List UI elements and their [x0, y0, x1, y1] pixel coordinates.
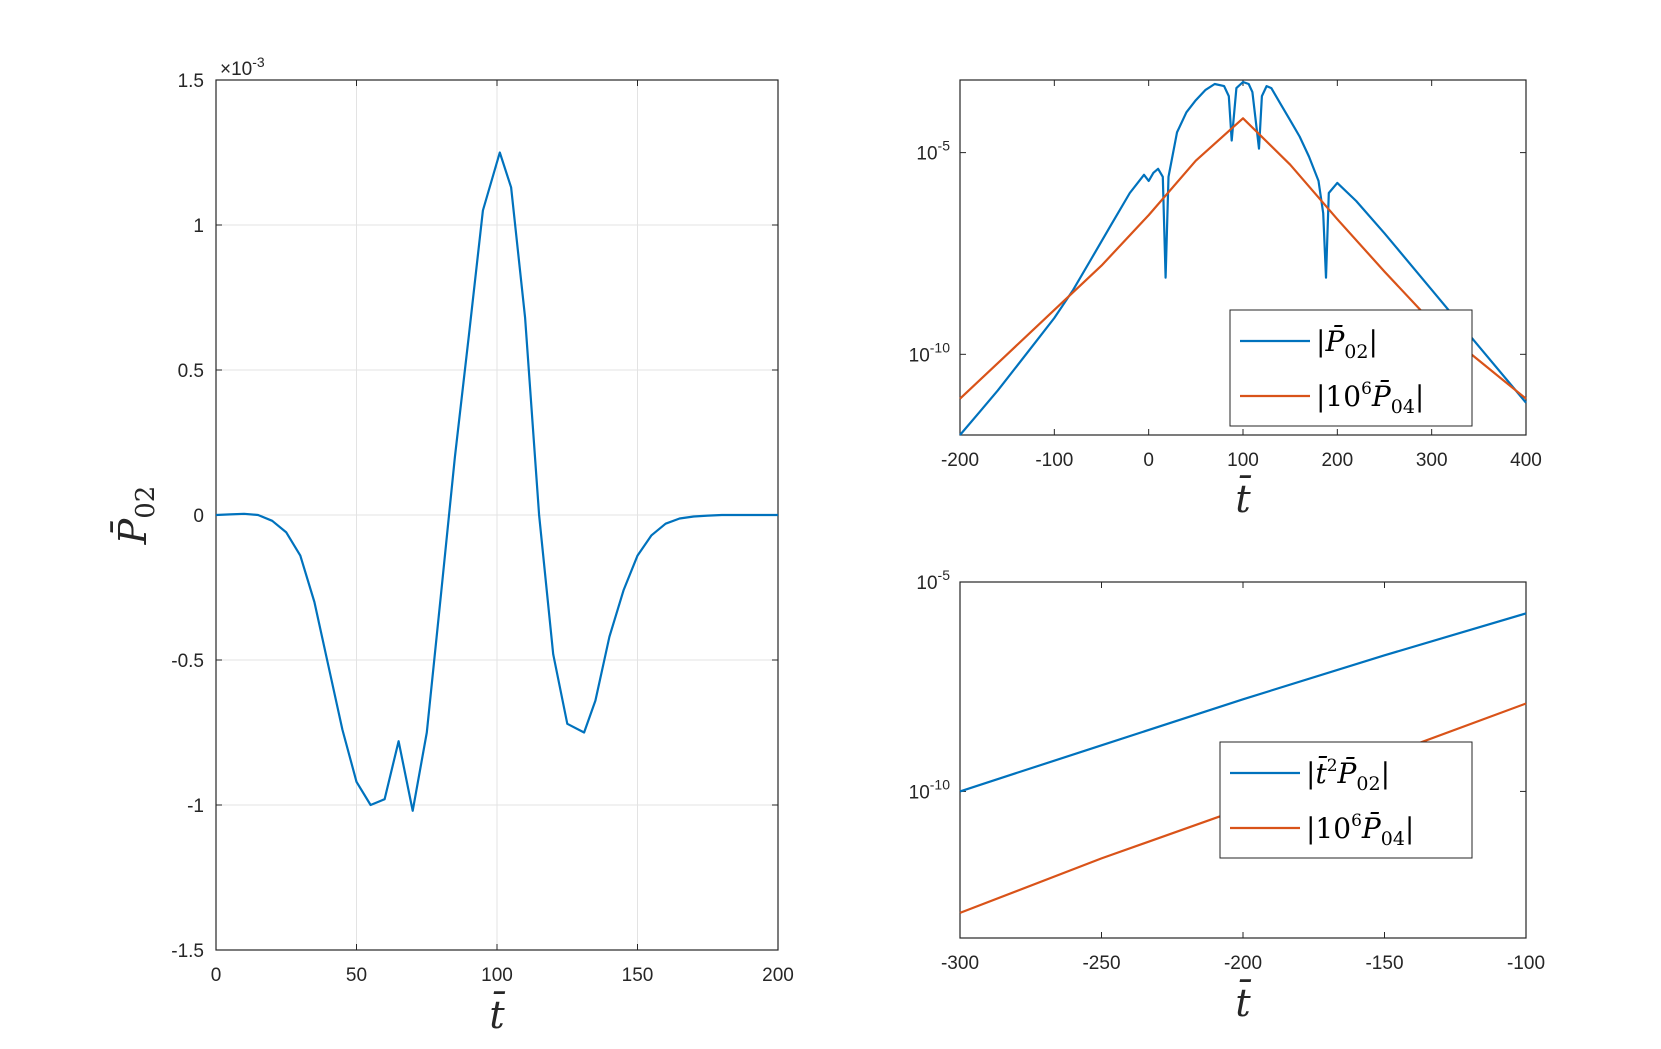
top-right-series-line-1	[959, 80, 1527, 436]
left-series	[215, 151, 778, 812]
top-right-x-tick-label: 400	[1510, 450, 1542, 471]
left-y-tick-label: 0.5	[178, 361, 204, 382]
left-grid	[215, 79, 779, 951]
bottom-right-legend-entry-2: |106P̄04|	[1306, 811, 1414, 850]
top-right-x-tick-label: 300	[1416, 450, 1448, 471]
bottom-right-y-tick-label: 10-5	[916, 567, 950, 594]
bottom-right-x-axis-label: t̄	[1235, 980, 1252, 1025]
bottom-right-x-tick-label: -300	[941, 953, 979, 974]
top-right-chart: -200 -100 0 100 200 300 400 10-5 10-10 |P̄02| |1…	[909, 79, 1542, 521]
left-y-tick-label: -1	[187, 796, 204, 817]
left-x-tick-label: 150	[622, 965, 654, 986]
bottom-right-y-tick-label: 10-10	[909, 776, 951, 803]
left-x-tick-label: 200	[762, 965, 794, 986]
top-right-y-tick-labels: 10-5 10-10	[909, 138, 951, 367]
left-y-tick-label: 1.5	[178, 71, 204, 92]
bottom-right-x-tick-label: -150	[1365, 953, 1403, 974]
left-x-tick-label: 0	[211, 965, 222, 986]
left-y-tick-labels: -1.5 -1 -0.5 0 0.5 1 1.5	[171, 71, 204, 962]
left-series-line-1	[215, 151, 778, 812]
bottom-right-x-tick-labels: -300 -250 -200 -150 -100	[941, 953, 1545, 974]
bottom-right-x-tick-label: -100	[1507, 953, 1545, 974]
bottom-right-tick-marks	[959, 581, 1527, 938]
left-x-tick-labels: 0 50 100 150 200	[211, 965, 794, 986]
left-y-tick-label: -1.5	[171, 941, 204, 962]
bottom-right-y-tick-labels: 10-5 10-10	[909, 567, 951, 803]
left-y-axis-label: P̄02	[111, 486, 161, 546]
bottom-right-x-tick-label: -250	[1082, 953, 1120, 974]
top-right-legend-box	[1229, 309, 1473, 427]
top-right-y-tick-label: 10-10	[909, 339, 951, 366]
bottom-right-legend-box	[1219, 741, 1473, 859]
bottom-right-legend-entry-1: |t̄2P̄02|	[1306, 755, 1390, 795]
top-right-y-tick-label: 10-5	[916, 138, 950, 165]
left-x-tick-label: 50	[346, 965, 367, 986]
left-y-tick-label: 0	[193, 506, 204, 527]
left-y-multiplier: ×10-3	[220, 54, 265, 80]
top-right-legend: |P̄02| |106P̄04|	[1229, 309, 1473, 427]
left-y-tick-label: -0.5	[171, 651, 204, 672]
top-right-x-tick-label: 100	[1227, 450, 1259, 471]
top-right-x-tick-label: -200	[941, 450, 979, 471]
left-y-tick-label: 1	[193, 216, 204, 237]
left-x-tick-label: 100	[481, 965, 513, 986]
bottom-right-legend: |t̄2P̄02| |106P̄04|	[1219, 741, 1473, 859]
bottom-right-series-line-1	[959, 612, 1527, 793]
top-right-x-axis-label: t̄	[1235, 476, 1252, 521]
bottom-right-chart: -300 -250 -200 -150 -100 10-5 10-10 |t̄2P̄02|…	[909, 567, 1545, 1025]
top-right-legend-entry-2: |106P̄04|	[1316, 379, 1424, 418]
bottom-right-x-tick-label: -200	[1224, 953, 1262, 974]
left-chart: 0 50 100 150 200 -1.5 -1 -0.5 0 0.5 1 1.5 ×10-3 t̄…	[111, 54, 794, 1037]
top-right-x-tick-labels: -200 -100 0 100 200 300 400	[941, 450, 1542, 471]
top-right-x-tick-label: 200	[1321, 450, 1353, 471]
left-x-axis-label: t̄	[489, 992, 506, 1037]
top-right-legend-entry-1: |P̄02|	[1316, 324, 1378, 363]
top-right-x-tick-label: -100	[1035, 450, 1073, 471]
top-right-x-tick-label: 0	[1143, 450, 1154, 471]
